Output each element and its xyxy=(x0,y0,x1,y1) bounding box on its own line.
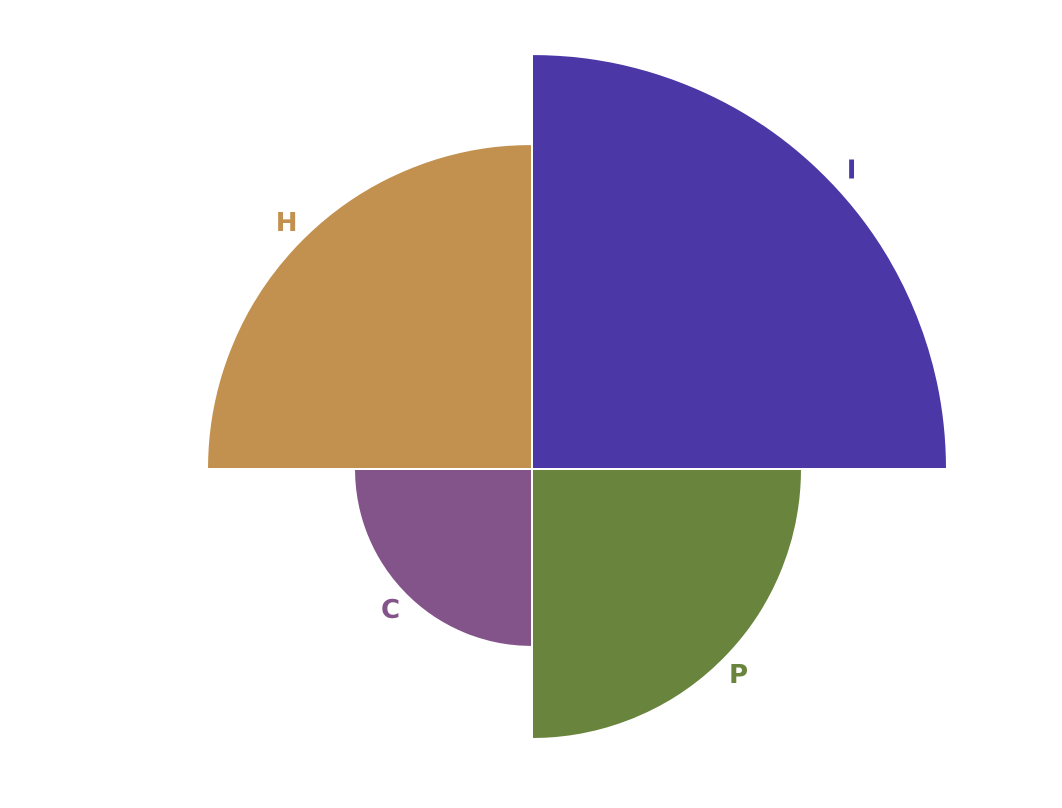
slices-group xyxy=(205,52,949,741)
slice-c xyxy=(352,468,533,649)
slice-i xyxy=(531,52,949,470)
slice-label-p: P xyxy=(729,660,748,690)
slice-p xyxy=(531,468,804,741)
slice-label-h: H xyxy=(276,208,298,238)
slice-label-c: C xyxy=(381,595,400,625)
slice-h xyxy=(205,142,533,470)
labels-group: I P C H xyxy=(276,155,857,690)
slice-label-i: I xyxy=(847,155,857,185)
